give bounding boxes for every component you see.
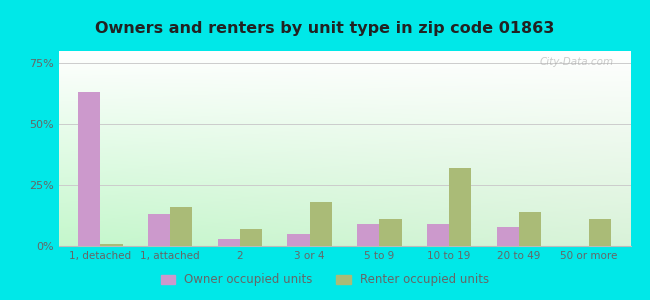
Bar xyxy=(78,92,100,246)
Bar xyxy=(357,224,380,246)
Bar xyxy=(449,168,471,246)
Bar xyxy=(148,214,170,246)
Bar xyxy=(497,226,519,246)
Bar xyxy=(519,212,541,246)
Legend: Owner occupied units, Renter occupied units: Owner occupied units, Renter occupied un… xyxy=(156,269,494,291)
Bar xyxy=(309,202,332,246)
Bar xyxy=(380,219,402,246)
Text: City-Data.com: City-Data.com xyxy=(540,57,614,67)
Bar xyxy=(240,229,262,246)
Bar xyxy=(589,219,611,246)
Text: Owners and renters by unit type in zip code 01863: Owners and renters by unit type in zip c… xyxy=(96,21,554,36)
Bar xyxy=(287,234,309,246)
Bar xyxy=(218,239,240,246)
Bar xyxy=(100,244,123,246)
Bar xyxy=(170,207,192,246)
Bar xyxy=(427,224,449,246)
